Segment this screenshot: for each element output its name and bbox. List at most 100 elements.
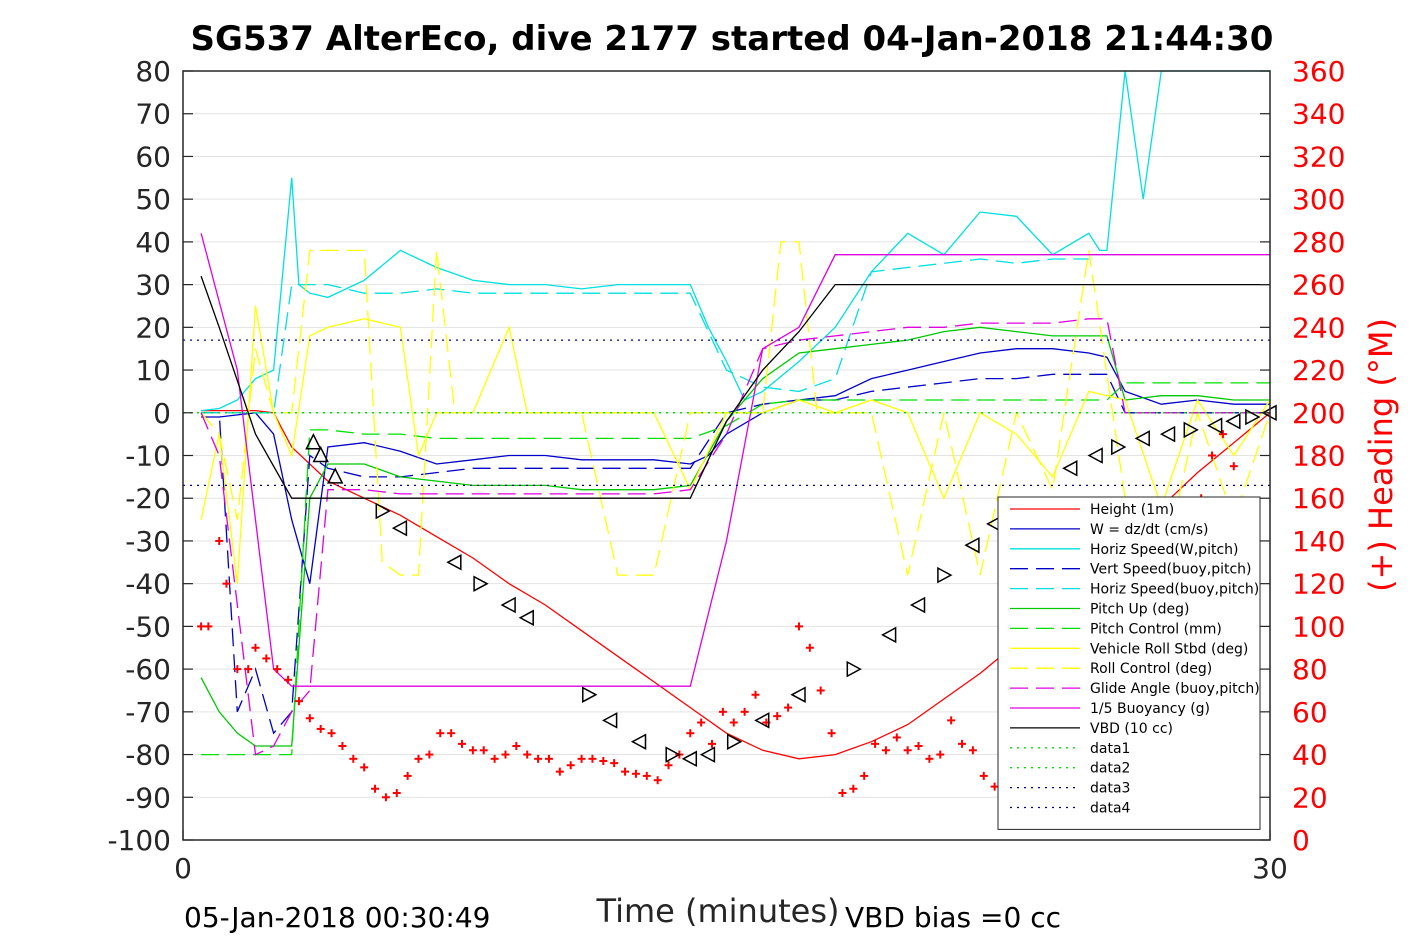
y-right-tick-label: 360 xyxy=(1292,55,1345,88)
triangle-marker xyxy=(1087,447,1103,464)
heading-point xyxy=(294,697,303,706)
y-right-tick-label: 160 xyxy=(1292,482,1345,515)
heading-point xyxy=(338,742,347,751)
heading-point xyxy=(468,746,477,755)
legend-label: data1 xyxy=(1090,741,1130,757)
triangle-marker xyxy=(630,733,647,750)
heading-point xyxy=(740,707,749,716)
heading-point xyxy=(588,754,597,763)
heading-point xyxy=(1208,451,1217,460)
heading-point xyxy=(914,742,923,751)
heading-point xyxy=(697,718,706,727)
heading-point xyxy=(544,754,553,763)
heading-point xyxy=(849,784,858,793)
triangle-marker xyxy=(665,746,681,763)
triangle-marker xyxy=(375,502,391,520)
heading-point xyxy=(457,739,466,748)
y-tick-label: -90 xyxy=(125,781,171,814)
y-tick-label: -10 xyxy=(125,440,171,473)
heading-point xyxy=(251,643,260,652)
series-1-5-buoyancy-g xyxy=(200,233,1270,687)
heading-point xyxy=(903,746,912,755)
triangle-marker xyxy=(312,445,329,463)
heading-point xyxy=(381,793,390,802)
heading-point xyxy=(577,754,586,763)
y-tick-label: 80 xyxy=(135,55,171,88)
series-vert-speed-buoy-pitch xyxy=(201,373,1270,735)
heading-point xyxy=(349,754,358,763)
legend-label: data4 xyxy=(1090,801,1131,817)
legend-label: Pitch Control (mm) xyxy=(1090,621,1222,637)
heading-point xyxy=(751,690,760,699)
heading-point xyxy=(838,789,847,798)
heading-point xyxy=(773,712,782,721)
heading-point xyxy=(233,665,242,674)
triangle-marker xyxy=(790,686,806,703)
heading-point xyxy=(566,761,575,770)
series-roll-control-deg xyxy=(200,241,1271,578)
y-tick-label: -100 xyxy=(107,824,171,857)
y-tick-label: -80 xyxy=(125,739,171,772)
heading-point xyxy=(222,579,231,588)
heading-point xyxy=(947,716,956,725)
heading-point xyxy=(327,729,336,738)
legend-box xyxy=(997,496,1261,830)
heading-point xyxy=(936,750,945,759)
x-tick-label: 30 xyxy=(1252,852,1288,885)
heading-point xyxy=(631,769,640,778)
heading-point xyxy=(512,742,521,751)
marker-layer xyxy=(197,404,1277,802)
heading-point xyxy=(784,703,793,712)
y-tick-label: 10 xyxy=(135,354,171,387)
triangle-marker xyxy=(1111,438,1127,456)
heading-point xyxy=(273,665,282,674)
heading-point xyxy=(490,754,499,763)
triangle-marker xyxy=(1183,421,1199,439)
y-tick-label: -60 xyxy=(125,653,171,686)
triangle-marker xyxy=(881,626,897,644)
y-tick-label: 60 xyxy=(135,140,171,173)
heading-point xyxy=(805,643,814,652)
heading-point xyxy=(316,724,325,733)
series-vbd-10-cc xyxy=(200,275,1270,499)
series-pitch-up-deg xyxy=(200,326,1270,747)
legend-label: Height (1m) xyxy=(1090,502,1174,518)
legend-label: W = dz/dt (cm/s) xyxy=(1090,522,1209,538)
heading-point xyxy=(871,739,880,748)
heading-point xyxy=(718,707,727,716)
heading-point xyxy=(990,782,999,791)
triangle-marker xyxy=(1225,413,1241,430)
y-tick-label: 30 xyxy=(135,269,171,302)
heading-point xyxy=(653,776,662,785)
heading-point xyxy=(686,729,695,738)
heading-point xyxy=(642,771,651,780)
heading-point xyxy=(1218,430,1227,439)
heading-point xyxy=(204,622,213,631)
y-tick-label: 50 xyxy=(135,183,171,216)
triangle-marker xyxy=(964,536,980,554)
y-right-tick-label: 0 xyxy=(1292,824,1310,857)
legend-label: VBD (10 cc) xyxy=(1090,721,1173,737)
heading-point xyxy=(881,746,890,755)
series-glide-angle-buoy-pitch xyxy=(200,318,1270,756)
triangle-marker xyxy=(681,750,698,768)
heading-point xyxy=(447,729,456,738)
triangle-marker xyxy=(446,554,462,571)
heading-point xyxy=(305,714,314,723)
series-horiz-speed-buoy-pitch xyxy=(201,258,1089,414)
y-right-tick-label: 20 xyxy=(1292,781,1328,814)
triangle-marker xyxy=(726,733,743,750)
y-tick-label: 40 xyxy=(135,226,171,259)
heading-point xyxy=(403,771,412,780)
series-w-dz-dt-cm-s xyxy=(201,348,1270,584)
heading-point xyxy=(816,686,825,695)
y-right-tick-label: 80 xyxy=(1292,653,1328,686)
legend-label: Horiz Speed(W,pitch) xyxy=(1090,542,1238,558)
heading-point xyxy=(197,622,206,631)
heading-point xyxy=(284,675,293,684)
y-tick-label: 20 xyxy=(135,311,171,344)
y-right-tick-label: 280 xyxy=(1292,226,1345,259)
y-axis-left-ticks: 80 70 60 50 40 30 20 10 0 -10 -20 -30 -40 -50 -60 -70 -8… xyxy=(107,55,193,857)
y-axis-right-label: (+) Heading (°M) xyxy=(1362,318,1400,592)
triangle-marker xyxy=(699,746,716,763)
